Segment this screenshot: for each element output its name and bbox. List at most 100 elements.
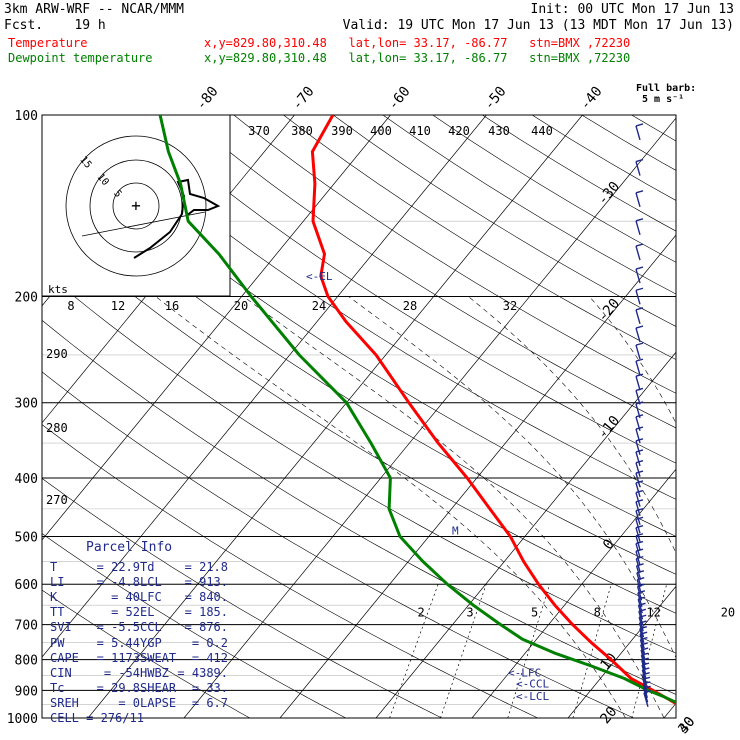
mixing-ratio-label: 12 [646,606,660,620]
parcel-value: = 412 [191,650,228,665]
hodograph-ring [112,182,160,230]
parcel-key: CCL [140,620,162,635]
isotherm-label: -10 [595,413,624,443]
pressure-tick-label: 500 [15,530,38,545]
mixing-ratio-line [709,584,739,718]
theta-label: 440 [531,124,553,138]
series-point [689,715,691,717]
parcel-value: = 840. [184,590,228,605]
wind-barb [641,660,647,675]
wind-barb-flag [635,524,644,529]
parcel-key: SWEAT [140,650,177,665]
dry-adiabat [42,169,676,575]
isotherm-label: -40 [577,84,606,114]
mixing-ratio-line [572,584,612,718]
dry-adiabat [183,115,676,429]
wind-barb-flag [635,342,644,346]
wind-barb [638,611,644,626]
wind-barb-flag [635,516,644,520]
parcel-value: = 22.9 [96,560,140,574]
series-point [187,220,189,222]
parcel-value: = 29.8 [96,680,140,695]
mixing-ratio-label: 8 [594,606,601,620]
series-point [682,707,684,709]
isotherm [471,468,676,718]
wind-barb [635,192,641,208]
series-point [408,401,410,404]
wind-barb-flag [635,401,644,405]
parcel-value: = 52 [111,605,140,620]
series-point [554,604,556,606]
wind-barb-flag [636,570,645,574]
valid-time: Valid: 19 UTC Mon 17 Jun 13 (13 MDT Mon … [342,18,734,33]
moist-adiabat [348,296,676,659]
mixing-ratio-line [440,584,487,718]
parcel-value: = 876. [184,620,228,635]
hodograph-speed-tick: 12 [111,299,125,313]
wind-barb [638,617,644,632]
wind-barb-flag [635,460,644,464]
pressure-tick-label: 100 [15,109,38,124]
parcel-info-title: Parcel Info [86,540,173,555]
dewpoint-label: Dewpoint temperature [8,51,153,65]
wind-barb-flag [641,662,650,666]
hodograph-speed-label: kts [48,283,68,296]
isotherm [0,115,6,718]
parcel-value: = 1173 [96,650,140,665]
parcel-key: PW [50,635,65,650]
dry-adiabat [42,533,347,718]
wind-barb [635,390,641,405]
isotherm [183,117,676,718]
wind-barb-flag [635,218,644,222]
parcel-key: CIN [50,665,72,680]
wind-barb-flag [635,358,644,362]
wind-barb [635,360,641,376]
series-point [553,652,555,654]
series-point [489,508,491,510]
wind-barb [635,472,641,488]
wind-barb [639,633,645,649]
series-point [509,535,512,538]
pressure-tick-label: 1000 [7,712,38,727]
series-point [327,295,329,298]
theta-label: 410 [409,124,431,138]
wind-barb-flag [635,243,644,247]
wind-barb-flag [639,625,647,630]
wind-barb [635,501,641,516]
wind-barb-flag [643,681,651,685]
isotherm-label: -20 [595,296,624,326]
wind-barb-flag [635,438,644,442]
hodograph-box [41,114,231,297]
wind-barb-flag [635,190,644,194]
parcel-key: EL [140,605,155,620]
dry-adiabat [681,115,740,731]
wind-barb-flag [642,676,651,680]
wind-barb [635,245,641,261]
dry-adiabat [382,115,676,295]
series-point [472,604,475,606]
series-point [159,115,161,116]
series-point [345,401,348,404]
isotherm-label: -80 [193,84,222,114]
annotation-ccl: <-CCL [516,677,549,690]
parcel-value: = 185. [184,605,228,620]
pressure-tick-label: 300 [15,397,38,412]
wind-barb-flag [641,657,649,661]
parcel-value: = 4389. [177,665,228,680]
series-point [680,704,682,706]
barb-legend-title: Full barb: [636,83,697,94]
wind-barb [640,644,646,660]
dewpoint-location: x,y=829.80,310.48 lat,lon= 33.17, -86.77… [204,51,631,65]
wind-barb-flag [639,631,648,635]
wind-barb-flag [635,426,644,430]
parcel-key: SVI [50,620,72,635]
wind-barb [638,622,645,638]
plot-frame [41,114,677,719]
dry-adiabat [42,219,676,614]
parcel-key: Td [140,560,155,574]
barb-legend-value: 5 m s⁻¹ [642,94,685,105]
isotherm [663,702,676,718]
temperature-location: x,y=829.80,310.48 lat,lon= 33.17, -86.77… [204,36,631,50]
series-point [319,275,322,277]
hodograph-speed-tick: 28 [403,299,417,313]
